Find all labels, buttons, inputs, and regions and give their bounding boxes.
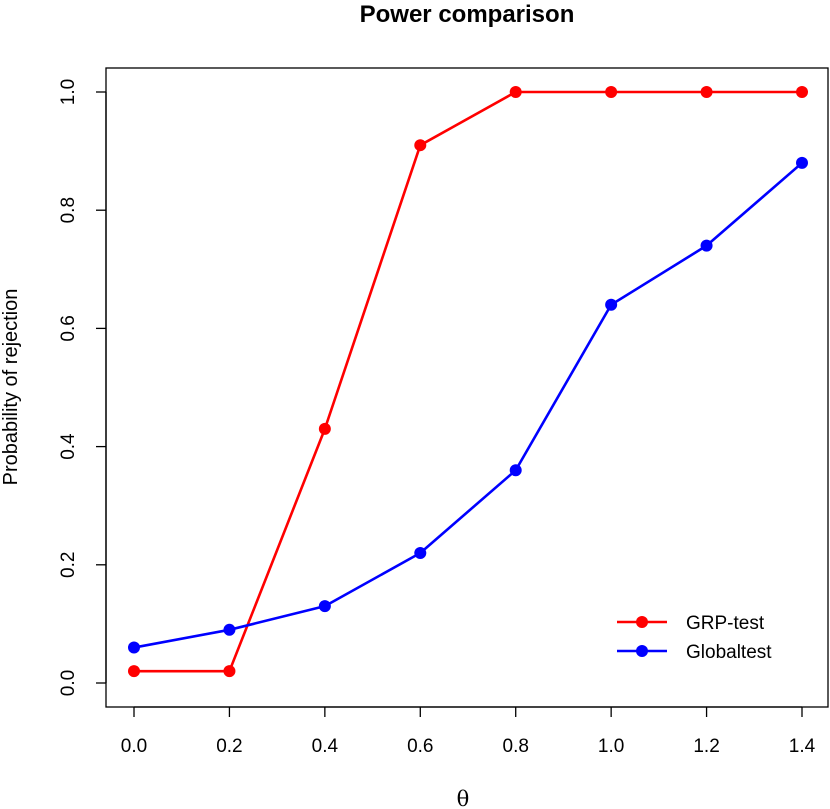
series-line	[133, 161, 803, 649]
data-point	[223, 623, 236, 636]
legend-marker	[636, 645, 648, 657]
y-tick-label: 0.4	[58, 433, 79, 460]
data-point	[796, 156, 808, 169]
data-point	[318, 422, 331, 435]
x-tick-label: 0.6	[407, 736, 433, 757]
y-tick-label: 0.2	[58, 552, 79, 578]
x-tick-label: 1.0	[598, 736, 624, 757]
x-axis-label: θ	[457, 787, 470, 809]
x-tick-label: 0.8	[503, 736, 529, 757]
x-tick-label: 0.0	[121, 736, 147, 757]
x-tick-label: 1.4	[789, 736, 816, 757]
series-layer	[128, 86, 808, 678]
legend-item: GRP-test	[617, 613, 765, 634]
data-point	[700, 239, 713, 252]
data-point	[700, 86, 713, 98]
series-grp-test	[128, 86, 808, 678]
y-tick-label: 0.6	[58, 315, 79, 341]
legend-label: Globaltest	[686, 642, 772, 663]
y-axis-label: Probability of rejection	[0, 289, 22, 486]
x-tick-label: 0.2	[216, 736, 242, 757]
legend: GRP-test Globaltest	[617, 613, 772, 663]
data-point	[414, 546, 427, 559]
plot-frame	[105, 67, 829, 708]
legend-item: Globaltest	[617, 642, 772, 663]
x-axis: 0.0 0.2 0.4 0.6 0.8 1.0 1.2 1.4	[121, 706, 816, 757]
data-point	[414, 139, 427, 152]
series-globaltest	[128, 156, 808, 654]
y-tick-label: 1.0	[58, 79, 79, 105]
series-line	[134, 90, 802, 673]
data-point	[605, 298, 618, 311]
data-point	[223, 665, 236, 678]
data-point	[128, 641, 140, 654]
x-tick-label: 0.4	[312, 736, 339, 757]
data-point	[605, 86, 618, 98]
data-point	[796, 86, 808, 98]
x-tick-label: 1.2	[693, 736, 719, 757]
y-tick-label: 0.8	[58, 197, 79, 223]
y-axis: 0.0 0.2 0.4 0.6 0.8 1.0	[58, 79, 107, 696]
legend-label: GRP-test	[686, 613, 765, 634]
chart-title: Power comparison	[360, 1, 575, 28]
data-point	[318, 600, 331, 613]
data-point	[128, 665, 140, 678]
y-tick-label: 0.0	[58, 670, 79, 696]
data-point	[509, 464, 522, 477]
data-point	[509, 86, 522, 98]
legend-marker	[636, 616, 648, 628]
